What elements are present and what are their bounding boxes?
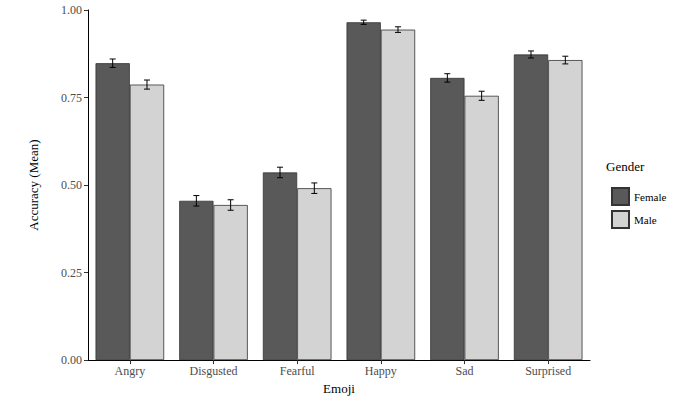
svg-text:0.00: 0.00 [61,353,82,367]
svg-text:Female: Female [634,191,666,203]
svg-text:Emoji: Emoji [323,381,355,396]
svg-text:Surprised: Surprised [525,364,571,378]
svg-text:Disgusted: Disgusted [190,364,238,378]
svg-text:Accuracy (Mean): Accuracy (Mean) [26,139,41,230]
svg-text:Sad: Sad [456,364,474,378]
svg-text:0.75: 0.75 [61,91,82,105]
svg-text:Happy: Happy [365,364,397,378]
svg-text:Gender: Gender [606,159,645,174]
svg-text:0.50: 0.50 [61,178,82,192]
svg-text:0.25: 0.25 [61,266,82,280]
svg-text:Male: Male [634,214,657,226]
svg-text:Angry: Angry [114,364,145,378]
svg-text:1.00: 1.00 [61,3,82,17]
svg-text:Fearful: Fearful [280,364,315,378]
